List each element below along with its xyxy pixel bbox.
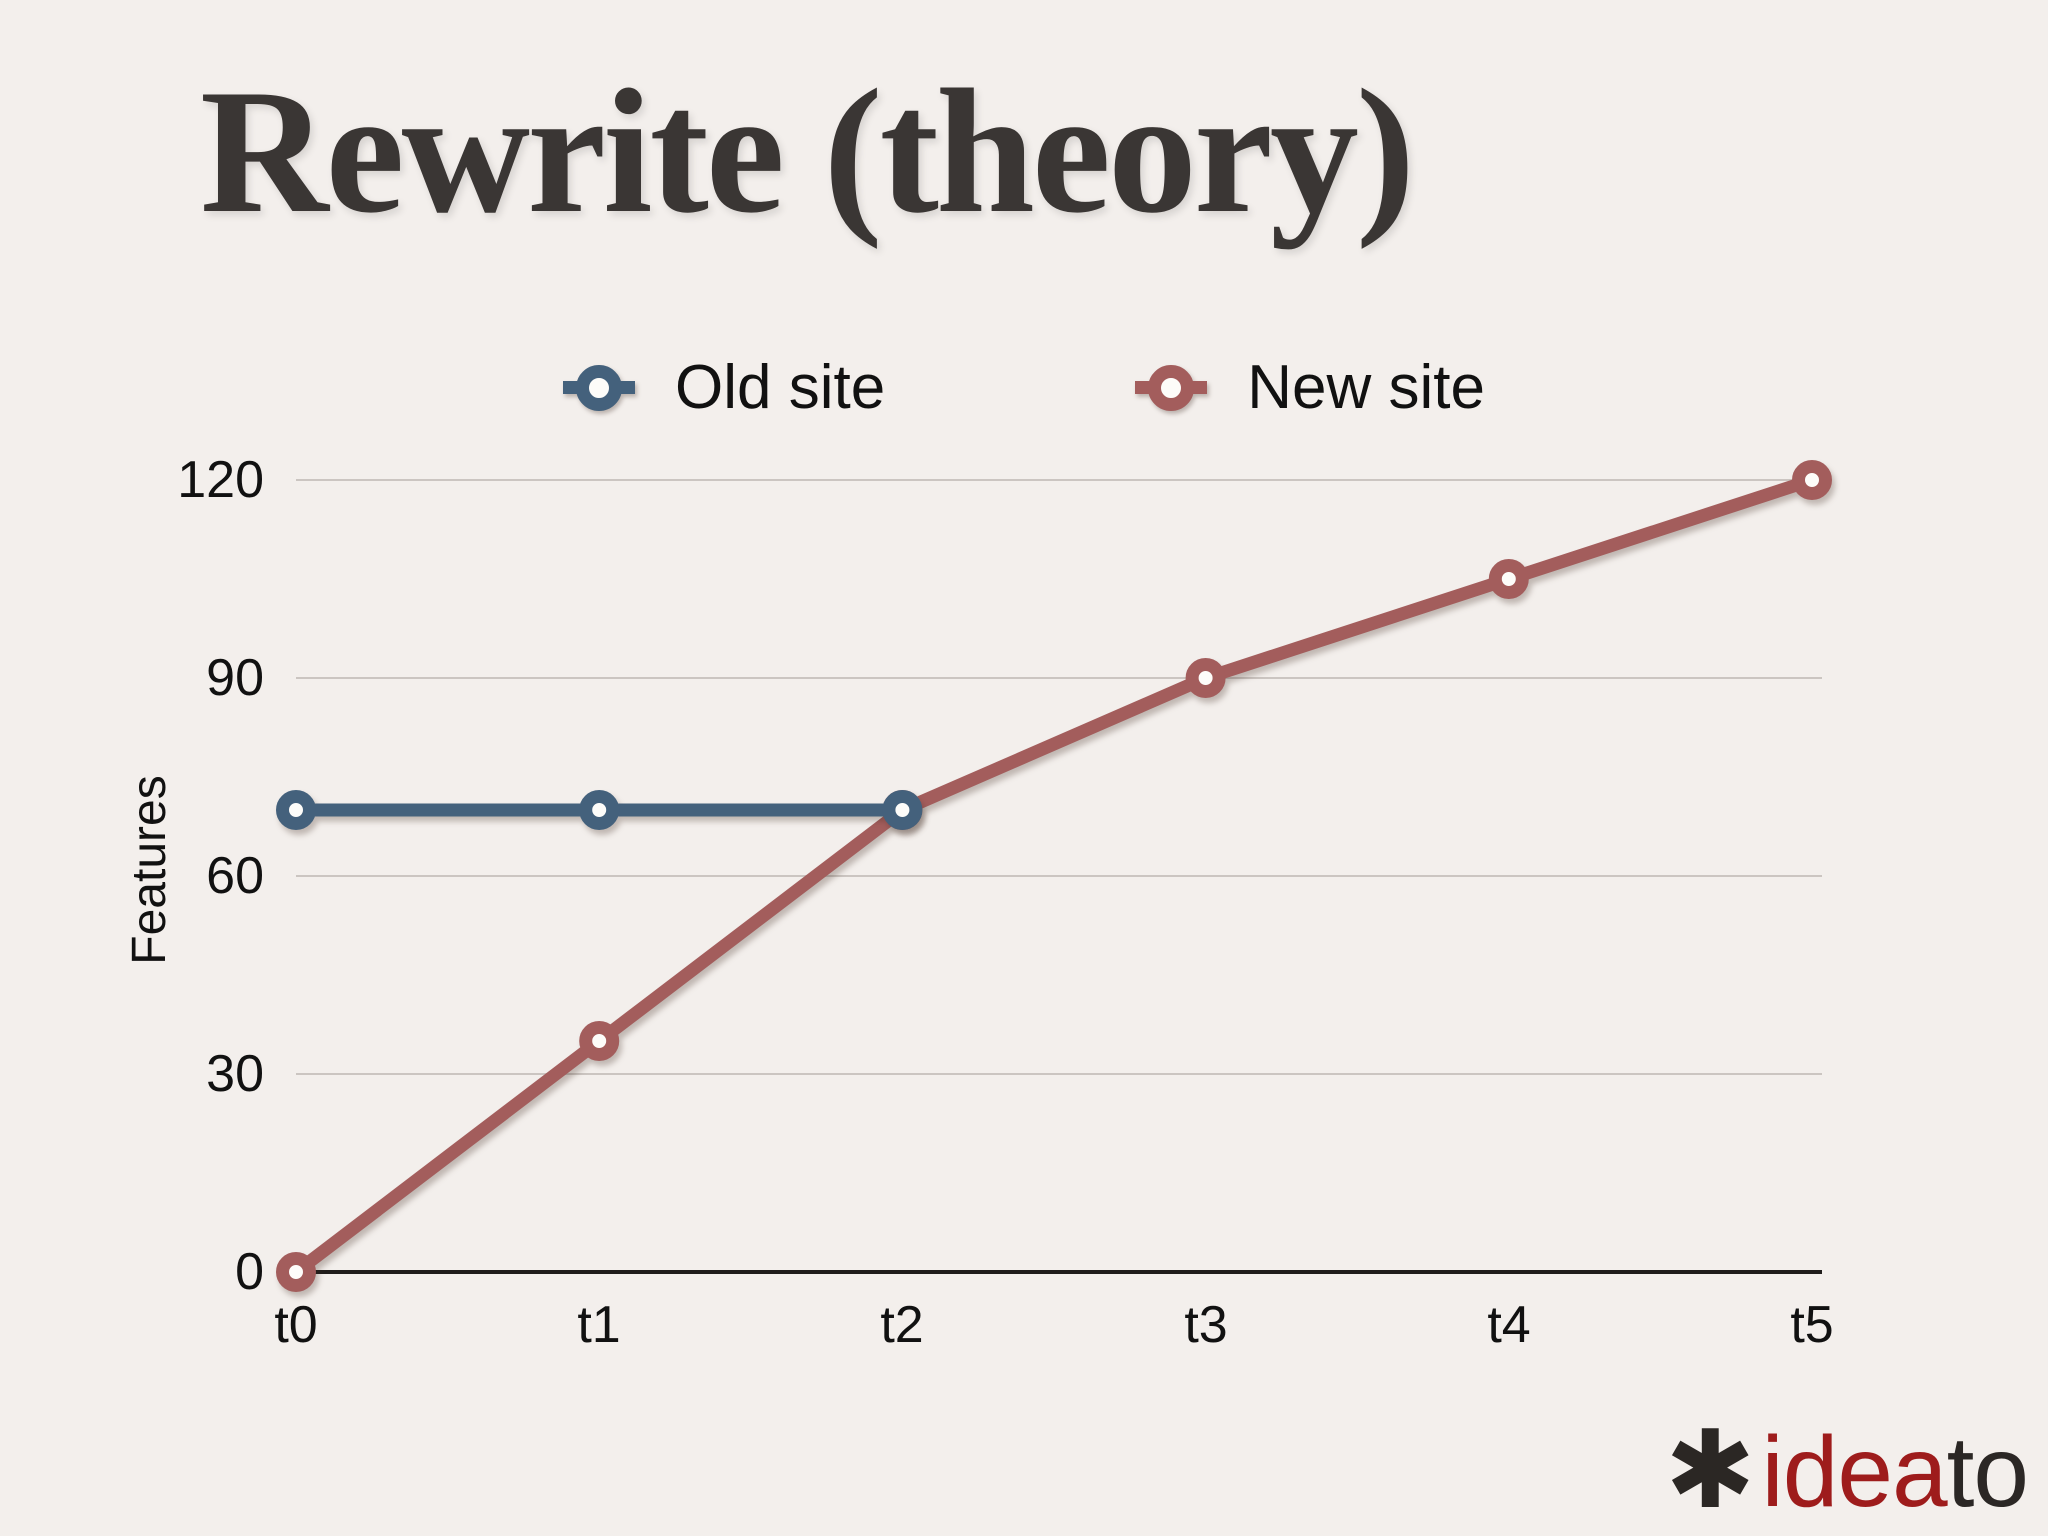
legend-label-new-site: New site (1247, 353, 1485, 422)
y-axis-tick-90: 90 (206, 649, 264, 707)
x-axis-tick-t4: t4 (1487, 1296, 1531, 1354)
x-axis-tick-t1: t1 (577, 1296, 621, 1354)
x-axis-tick-t3: t3 (1184, 1296, 1228, 1354)
x-axis-tick-t5: t5 (1790, 1296, 1834, 1354)
old-site-marker-icon (563, 362, 636, 414)
new-site-marker-icon (1135, 362, 1208, 414)
y-axis-tick-60: 60 (206, 847, 264, 905)
legend-label-old-site: Old site (675, 353, 886, 422)
legend-item-new-site: New site (1135, 352, 1485, 423)
x-axis-tick-t0: t0 (274, 1296, 318, 1354)
slide-title: Rewrite (theory) (200, 52, 1415, 250)
ring-marker-icon (1148, 364, 1195, 411)
y-axis-tick-30: 30 (206, 1045, 264, 1103)
ideato-logo: ✱ idea to (1665, 1409, 2029, 1530)
x-axis-tick-t2: t2 (880, 1296, 924, 1354)
legend-item-old-site: Old site (563, 352, 885, 423)
logo-text-to: to (1946, 1416, 2029, 1528)
y-axis-tick-0: 0 (235, 1243, 264, 1301)
y-axis-tick-120: 120 (177, 451, 264, 509)
ring-marker-icon (576, 364, 623, 411)
chart-legend: Old site New site (0, 352, 2048, 423)
y-axis-title: Features (123, 775, 176, 965)
asterisk-icon: ✱ (1665, 1409, 1756, 1530)
logo-text-idea: idea (1761, 1416, 1948, 1528)
